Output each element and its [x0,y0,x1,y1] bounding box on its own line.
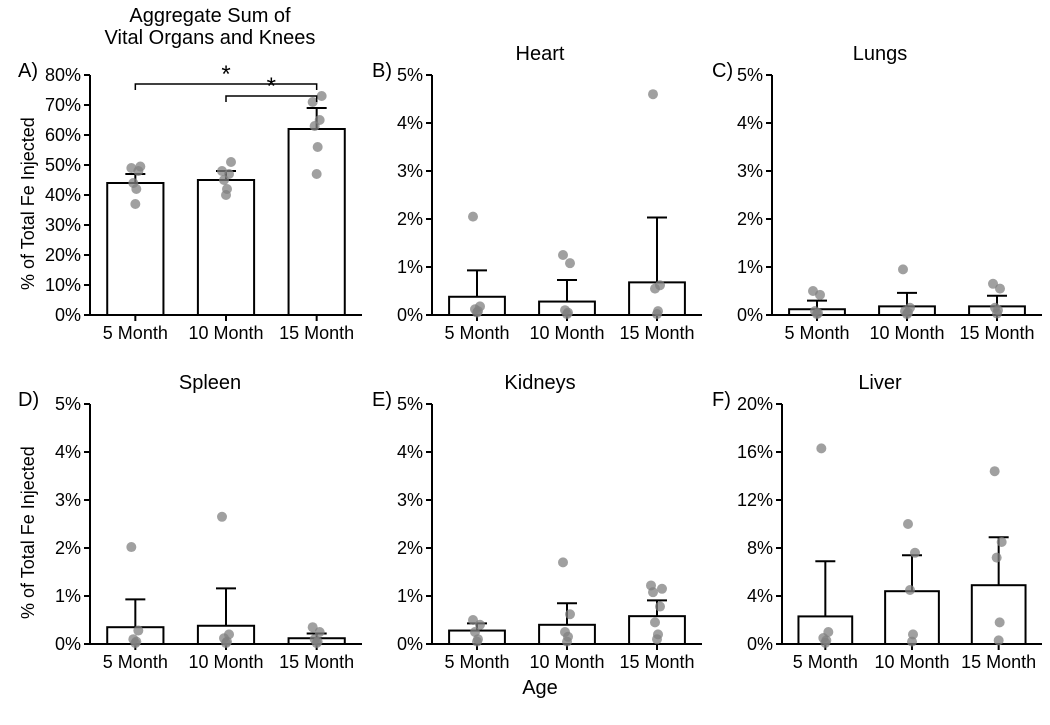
svg-text:0%: 0% [737,305,763,325]
svg-text:60%: 60% [45,125,81,145]
panel-a: A) Aggregate Sum of Vital Organs and Kne… [20,5,370,373]
svg-text:1%: 1% [397,257,423,277]
svg-text:5 Month: 5 Month [103,652,168,672]
svg-text:10 Month: 10 Month [529,323,604,343]
chart-svg-d: 0% 1% 2% 3% 4% 5% 5 Month 10 Month 15 Month [20,382,370,702]
panel-title-a-line1: Aggregate Sum of [129,5,290,27]
svg-text:15 Month: 15 Month [619,652,694,672]
svg-text:3%: 3% [397,161,423,181]
panel-d: D) Spleen % of Total Fe Injected 0% 1% 2% 3… [20,357,370,702]
svg-text:4%: 4% [397,113,423,133]
svg-text:10 Month: 10 Month [188,323,263,343]
svg-text:20%: 20% [45,245,81,265]
svg-text:15 Month: 15 Month [959,323,1034,343]
ylabel-a: % of Total Fe Injected [18,117,39,290]
chart-svg-a: 0% 10% 20% 30% 40% 50% 60% 70% 80% 5 Month 10 Mont… [20,53,370,373]
svg-text:5 Month: 5 Month [103,323,168,343]
panel-title-f: Liver [720,372,1040,395]
xlabel-e: Age [380,677,700,700]
svg-text:12%: 12% [737,490,773,510]
svg-text:5 Month: 5 Month [444,323,509,343]
svg-text:16%: 16% [737,442,773,462]
svg-text:15 Month: 15 Month [279,652,354,672]
svg-text:0%: 0% [55,305,81,325]
svg-text:1%: 1% [397,586,423,606]
chart-svg-f: 0% 4% 8% 12% 16% 20% 5 Month 10 Month 15 Month [720,382,1050,702]
svg-text:2%: 2% [397,538,423,558]
svg-text:15 Month: 15 Month [279,323,354,343]
svg-text:*: * [267,73,276,100]
svg-text:3%: 3% [397,490,423,510]
panel-title-e: Kidneys [380,372,700,395]
panel-title-c: Lungs [720,43,1040,66]
svg-text:1%: 1% [55,586,81,606]
svg-text:5%: 5% [737,65,763,85]
panel-title-a-line2: Vital Organs and Knees [105,27,316,49]
svg-text:0%: 0% [747,634,773,654]
svg-text:15 Month: 15 Month [619,323,694,343]
svg-text:20%: 20% [737,394,773,414]
panel-c: C) Lungs 0%1%2%3%4%5%5 Month10 Month15 M… [720,5,1050,373]
svg-text:10 Month: 10 Month [188,652,263,672]
svg-text:2%: 2% [397,209,423,229]
svg-text:3%: 3% [737,161,763,181]
multi-panel-figure: A) Aggregate Sum of Vital Organs and Kne… [0,0,1050,725]
svg-text:10 Month: 10 Month [874,652,949,672]
svg-text:10 Month: 10 Month [869,323,944,343]
panel-e: E) Kidneys 0%1%2%3%4%5%5 Month10 Month15… [380,357,710,702]
svg-text:10 Month: 10 Month [529,652,604,672]
svg-text:3%: 3% [55,490,81,510]
svg-text:0%: 0% [55,634,81,654]
svg-text:8%: 8% [747,538,773,558]
svg-text:4%: 4% [737,113,763,133]
svg-text:*: * [221,61,230,88]
svg-text:5%: 5% [397,65,423,85]
svg-text:0%: 0% [397,305,423,325]
panel-b: B) Heart 0%1%2%3%4%5%5 Month10 Month15 M… [380,5,710,373]
svg-text:10%: 10% [45,275,81,295]
svg-text:5 Month: 5 Month [444,652,509,672]
panel-title-a: Aggregate Sum of Vital Organs and Knees [50,5,370,49]
svg-text:5%: 5% [55,394,81,414]
svg-text:5 Month: 5 Month [793,652,858,672]
svg-text:2%: 2% [737,209,763,229]
svg-text:0%: 0% [397,634,423,654]
svg-text:15 Month: 15 Month [961,652,1036,672]
svg-text:2%: 2% [55,538,81,558]
panel-label-d: D) [18,389,39,412]
svg-text:80%: 80% [45,65,81,85]
panel-f: F) Liver 0%4%8%12%16%20%5 Month10 Month1… [720,357,1050,702]
chart-svg-e: 0% 1% 2% 3% 4% 5% 5 Month 10 Month 15 Month [380,382,710,702]
chart-svg-b: 0% 1% 2% 3% 4% 5% 5 Month 10 Month 15 Month [380,53,710,373]
svg-text:1%: 1% [737,257,763,277]
svg-text:70%: 70% [45,95,81,115]
panel-label-a: A) [18,60,38,83]
ylabel-d: % of Total Fe Injected [18,446,39,619]
chart-svg-c: 0% 1% 2% 3% 4% 5% 5 Month 10 Month 15 Month [720,53,1050,373]
panel-title-d: Spleen [50,372,370,395]
svg-text:50%: 50% [45,155,81,175]
svg-text:4%: 4% [397,442,423,462]
svg-text:5%: 5% [397,394,423,414]
svg-text:4%: 4% [747,586,773,606]
svg-text:4%: 4% [55,442,81,462]
svg-text:40%: 40% [45,185,81,205]
svg-text:5 Month: 5 Month [784,323,849,343]
panel-title-b: Heart [380,43,700,66]
svg-text:30%: 30% [45,215,81,235]
